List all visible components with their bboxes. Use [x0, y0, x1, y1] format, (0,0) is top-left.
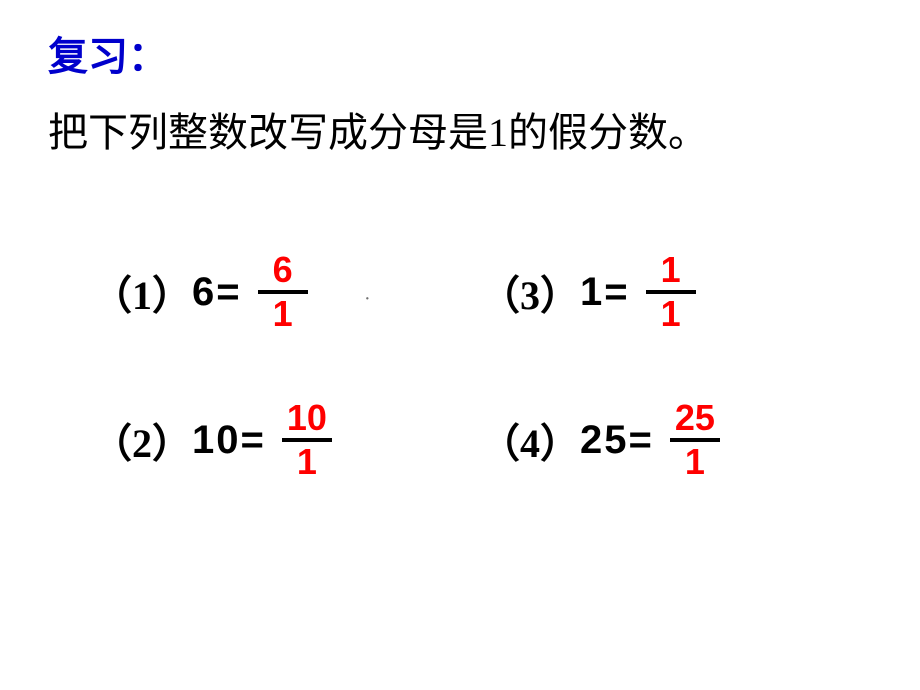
problem-3-denominator: 1: [661, 294, 681, 332]
problem-2-denominator: 1: [297, 442, 317, 480]
instruction-text: 把下列整数改写成分母是1的假分数。: [48, 100, 708, 158]
problem-1-value: 6=: [192, 270, 242, 315]
decor-dot: ·: [364, 288, 371, 311]
problem-2-numerator: 10: [287, 400, 327, 438]
problem-2: （2） 10= 10 1: [92, 400, 332, 480]
problem-4-fraction: 25 1: [670, 400, 720, 480]
problem-1: （1） 6= 6 1: [92, 252, 308, 332]
section-title: 复习：: [48, 24, 168, 82]
problem-1-fraction: 6 1: [258, 252, 308, 332]
problem-1-denominator: 1: [273, 294, 293, 332]
problem-3: （3） 1= 1 1: [480, 252, 696, 332]
problem-3-numerator: 1: [661, 252, 681, 290]
problem-4-numerator: 25: [675, 400, 715, 438]
problem-1-numerator: 6: [273, 252, 293, 290]
problem-3-label: （3）: [480, 263, 580, 321]
problem-4-denominator: 1: [685, 442, 705, 480]
problem-2-value: 10=: [192, 418, 266, 463]
problem-2-fraction: 10 1: [282, 400, 332, 480]
problem-3-fraction: 1 1: [646, 252, 696, 332]
problem-4: （4） 25= 25 1: [480, 400, 720, 480]
problem-4-value: 25=: [580, 418, 654, 463]
problem-4-label: （4）: [480, 411, 580, 469]
problem-3-value: 1=: [580, 270, 630, 315]
problem-2-label: （2）: [92, 411, 192, 469]
problem-1-label: （1）: [92, 263, 192, 321]
